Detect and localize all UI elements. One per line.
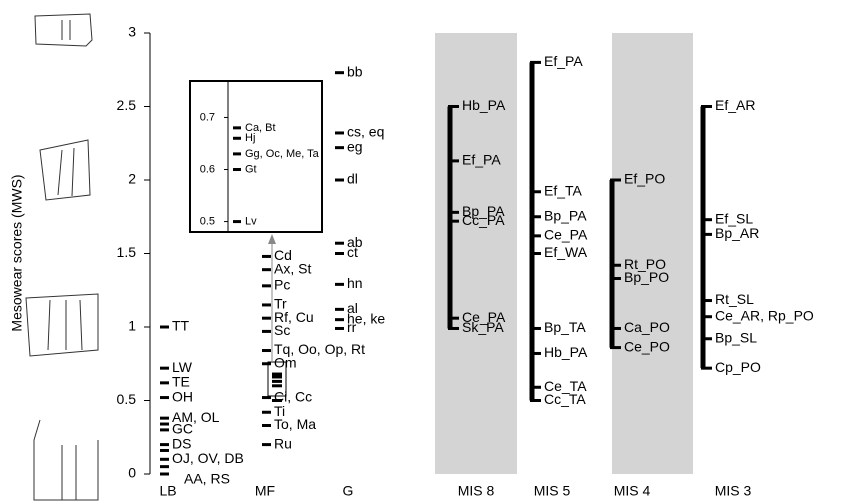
y-tick-label: 1 [128, 318, 136, 334]
score-label: bb [347, 63, 363, 79]
y-tick-label: 2 [128, 171, 136, 187]
inset-score-label: Gt [245, 163, 257, 175]
score-label: Ru [274, 435, 292, 451]
score-label: Cc_PA [462, 212, 505, 228]
y-tick-label: 0.5 [117, 391, 137, 407]
inset-score-label: Gg, Oc, Me, Ta [245, 148, 320, 160]
tooth-icon [61, 20, 71, 40]
inset-y-tick-label: 0.5 [200, 215, 215, 227]
score-label: Rt_SL [715, 291, 754, 307]
score-label: Ax, St [274, 260, 311, 276]
tooth-icon [33, 419, 99, 501]
zoom-box [267, 361, 287, 397]
score-label: Cd [274, 247, 292, 263]
score-label: eg [347, 138, 363, 154]
x-category-label: MIS 3 [715, 483, 752, 499]
score-label: Cp_PO [715, 359, 761, 375]
score-label: Ef_PA [544, 53, 583, 69]
tooth-icon [61, 445, 77, 500]
score-label: Sc [274, 322, 290, 338]
y-axis-label: Mesowear scores (MWS) [9, 174, 25, 331]
score-label: Sk_PA [462, 319, 504, 335]
score-label: rr [347, 319, 357, 335]
score-label: Ef_AR [715, 97, 755, 113]
score-label: OH [172, 388, 193, 404]
score-label: Hb_PA [462, 97, 506, 113]
score-label: OJ, OV, DB [172, 450, 244, 466]
score-label: Bp_PA [462, 203, 505, 219]
y-tick-label: 1.5 [117, 244, 137, 260]
score-label: Bp_SL [715, 329, 757, 345]
score-label: Bp_TA [544, 319, 586, 335]
tooth-icon [39, 139, 91, 201]
score-label: Ce_PO [624, 338, 670, 354]
tooth-icon [25, 293, 99, 357]
score-label: ab [347, 234, 363, 250]
y-tick-label: 2.5 [117, 97, 137, 113]
score-label: Tq, Oo, Op, Rt [274, 341, 365, 357]
score-label: TE [172, 374, 190, 390]
tooth-icon [47, 299, 83, 351]
score-label: Bp_PA [544, 207, 587, 223]
score-label: Pc [274, 277, 290, 293]
tooth-icon [57, 147, 75, 197]
score-label: Ef_SL [715, 210, 753, 226]
score-label: Hb_PA [544, 344, 588, 360]
background-layer [435, 33, 693, 474]
x-category-label: MIS 8 [458, 483, 495, 499]
inset-score-label: Hj [245, 132, 255, 144]
inset-score-label: Lv [245, 215, 257, 227]
score-label: Ef_TA [544, 182, 583, 198]
shaded-column [612, 33, 693, 474]
score-label: Ef_PA [462, 152, 501, 168]
inset-y-tick-label: 0.7 [200, 111, 215, 123]
score-label: Ce_TA [544, 378, 587, 394]
score-label: DS [172, 435, 191, 451]
score-label: GC [172, 421, 193, 437]
score-label: Ef_PO [624, 171, 665, 187]
score-label: Ca_PO [624, 319, 670, 335]
x-category-label: LB [159, 483, 176, 499]
score-label: Ci, Cc [274, 388, 312, 404]
score-label: Rf, Cu [274, 309, 314, 325]
score-label: cs, eq [347, 124, 384, 140]
score-label: AA, RS [184, 471, 230, 487]
x-category-label: G [343, 483, 354, 499]
score-label: LW [172, 359, 193, 375]
score-label: Tr [274, 296, 287, 312]
x-category-label: MF [255, 483, 275, 499]
score-label: TT [172, 318, 190, 334]
y-tick-label: 0 [128, 465, 136, 481]
score-label: dl [347, 171, 358, 187]
y-tick-label: 3 [128, 24, 136, 40]
score-label: Bp_AR [715, 225, 759, 241]
score-label: al [347, 300, 358, 316]
score-label: Ce_AR, Rp_PO [715, 307, 814, 323]
score-label: To, Ma [274, 416, 316, 432]
tooth-icons [25, 13, 99, 501]
zoom-arrow-head [268, 234, 276, 244]
score-label: Om [274, 354, 297, 370]
inset-score-label: Ca, Bt [245, 122, 276, 134]
score-label: Bp_PO [624, 269, 669, 285]
score-label: Ce_PA [544, 227, 588, 243]
score-label: Cc_TA [544, 391, 586, 407]
score-label: hn [347, 275, 363, 291]
score-label: ct [347, 244, 358, 260]
x-category-label: MIS 4 [614, 483, 651, 499]
score-label: AM, OL [172, 409, 220, 425]
inset-y-tick-label: 0.6 [200, 163, 215, 175]
score-label: Ef_WA [544, 244, 588, 260]
score-label: Rt_PO [624, 256, 666, 272]
score-label: Ce_PA [462, 309, 506, 325]
score-label: he, ke [347, 310, 385, 326]
score-label: Ti [274, 403, 285, 419]
x-category-label: MIS 5 [534, 483, 571, 499]
inset-frame [189, 80, 323, 233]
tooth-icon [34, 13, 93, 47]
